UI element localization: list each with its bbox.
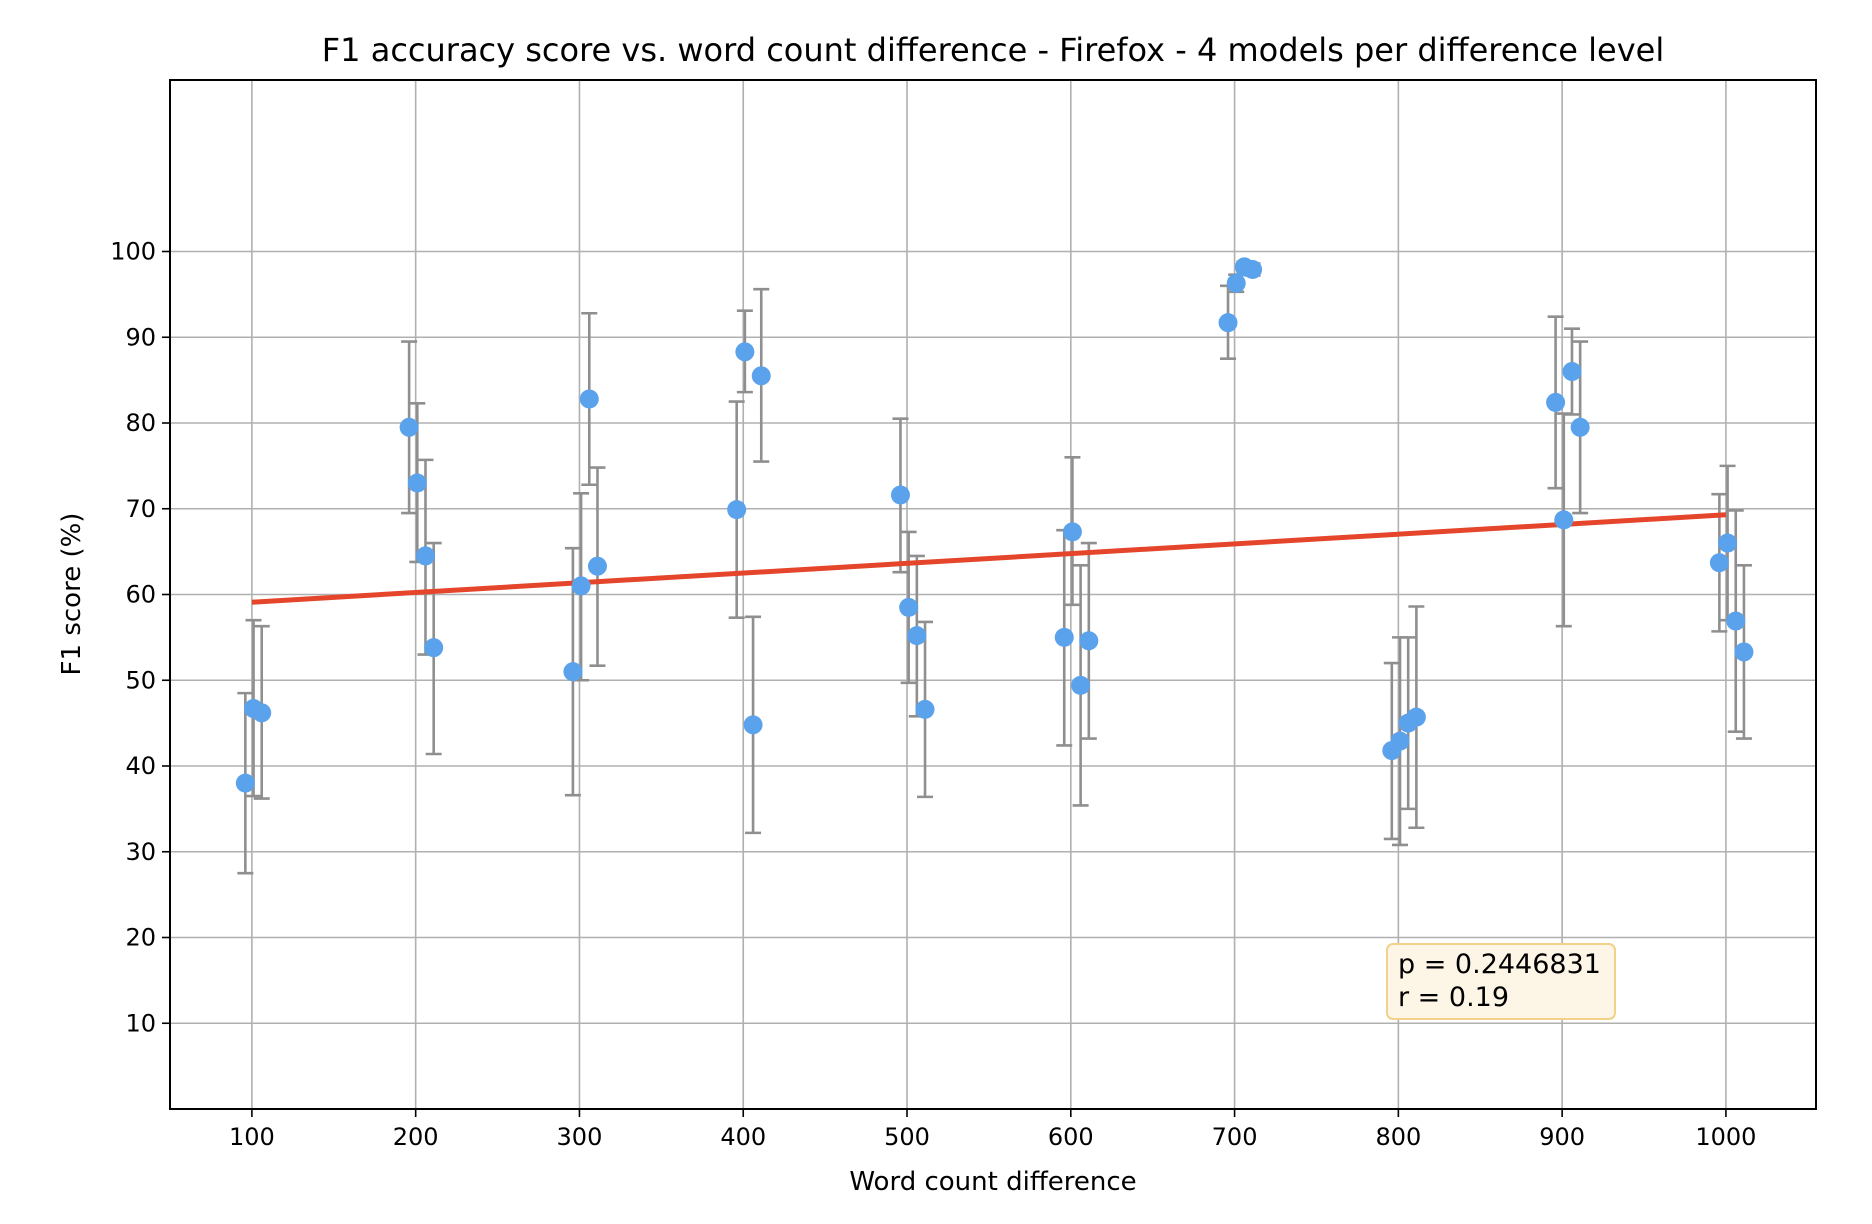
data-point	[1554, 510, 1574, 530]
y-tick-label: 70	[125, 495, 156, 523]
data-point	[1054, 627, 1074, 647]
x-tick-label: 500	[884, 1123, 930, 1151]
x-tick-label: 300	[557, 1123, 603, 1151]
x-tick-label: 200	[393, 1123, 439, 1151]
chart-title: F1 accuracy score vs. word count differe…	[322, 31, 1664, 69]
data-point	[1734, 642, 1754, 662]
p-value-label: p = 0.2446831	[1398, 949, 1601, 980]
x-tick-label: 100	[229, 1123, 275, 1151]
data-point	[424, 638, 444, 658]
y-tick-label: 60	[125, 581, 156, 609]
data-point	[407, 473, 427, 493]
data-point	[1718, 533, 1738, 553]
data-point	[751, 366, 771, 386]
data-point	[1218, 313, 1238, 333]
data-point	[1079, 631, 1099, 651]
data-point	[743, 715, 763, 735]
data-point	[1243, 260, 1263, 280]
x-tick-label: 900	[1539, 1123, 1585, 1151]
data-point	[727, 500, 747, 520]
data-point	[235, 773, 255, 793]
data-point	[907, 626, 927, 646]
data-point	[1406, 707, 1426, 727]
y-tick-label: 100	[110, 238, 156, 266]
x-tick-label: 700	[1212, 1123, 1258, 1151]
data-point	[587, 556, 607, 576]
data-point	[1226, 273, 1246, 293]
data-points	[235, 257, 1754, 793]
error-bars	[237, 260, 1752, 875]
grid-layer	[170, 80, 1816, 1109]
y-tick-label: 50	[125, 666, 156, 694]
data-point	[899, 597, 919, 617]
data-point	[1726, 611, 1746, 631]
data-point	[415, 546, 435, 566]
data-point	[735, 342, 755, 362]
y-tick-label: 90	[125, 323, 156, 351]
x-tick-label: 800	[1375, 1123, 1421, 1151]
y-tick-label: 10	[125, 1009, 156, 1037]
regression-line	[251, 512, 1727, 605]
x-tick-label: 1000	[1695, 1123, 1756, 1151]
data-point	[563, 662, 583, 682]
data-point	[1390, 731, 1410, 751]
data-point	[915, 699, 935, 719]
y-tick-label: 20	[125, 924, 156, 952]
data-point	[399, 417, 419, 437]
y-tick-label: 40	[125, 752, 156, 780]
axis-ticks: 100 200 300 400 500 600 700 800 900 1000 10 20 30 40 5…	[110, 238, 1756, 1152]
r-value-label: r = 0.19	[1398, 982, 1509, 1013]
y-tick-label: 80	[125, 409, 156, 437]
y-axis-label: F1 score (%)	[57, 513, 87, 676]
regression-layer	[251, 512, 1727, 605]
data-point	[1062, 522, 1082, 542]
data-point	[1546, 392, 1566, 412]
data-point	[571, 576, 591, 596]
x-tick-label: 400	[720, 1123, 766, 1151]
stats-box	[1386, 943, 1616, 1020]
x-tick-label: 600	[1048, 1123, 1094, 1151]
x-axis-label: Word count difference	[849, 1167, 1136, 1197]
data-point	[1709, 553, 1729, 573]
data-point	[1071, 675, 1091, 695]
y-tick-label: 30	[125, 838, 156, 866]
data-point	[579, 389, 599, 409]
data-point	[252, 703, 272, 723]
data-point	[890, 485, 910, 505]
data-point	[1562, 362, 1582, 382]
data-point	[1570, 417, 1590, 437]
stats-annotation: p = 0.2446831 r = 0.19	[1386, 943, 1616, 1020]
